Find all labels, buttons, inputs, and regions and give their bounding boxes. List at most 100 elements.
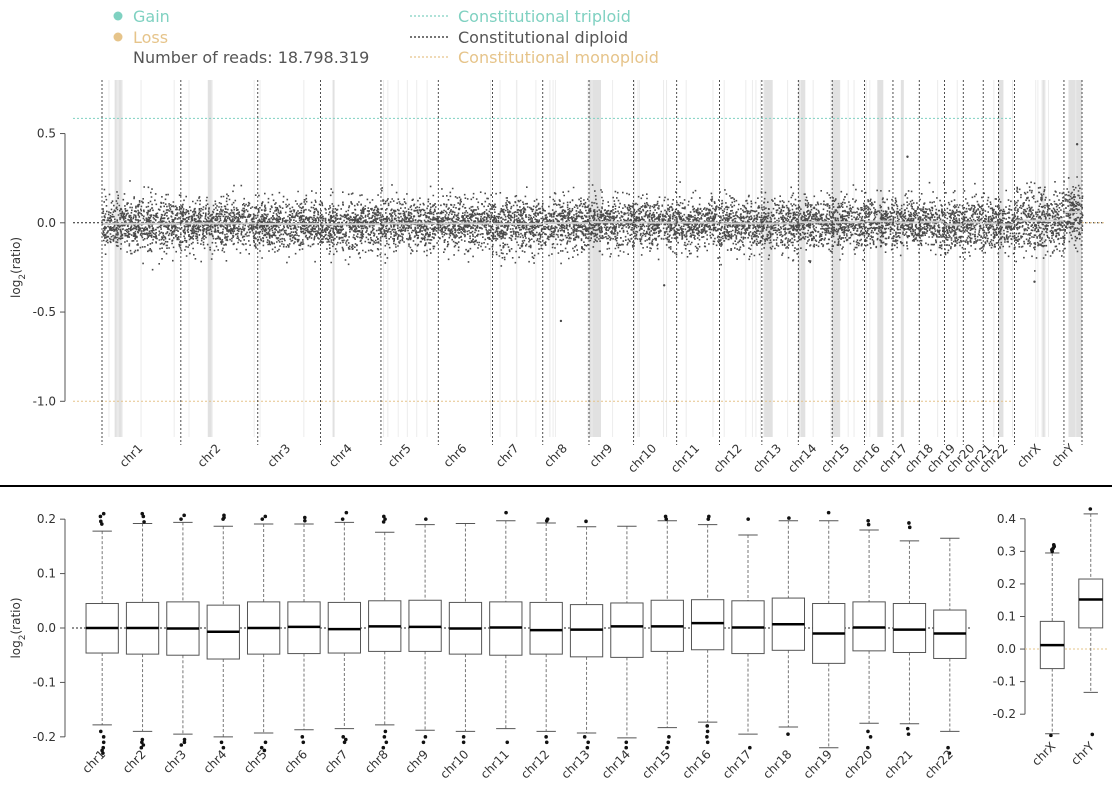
y-tick-label: 0.4 — [997, 512, 1016, 526]
outlier-point — [1049, 733, 1053, 738]
outlier-point — [263, 740, 268, 745]
outlier-point — [139, 745, 144, 750]
x-tick-label: chr7 — [493, 441, 522, 470]
scatter-points-chr1 — [102, 180, 183, 271]
x-tick-label: chrY — [1068, 739, 1097, 768]
scatter-points-chr4 — [320, 188, 383, 266]
outlier-point — [947, 751, 952, 755]
outlier-point — [584, 519, 588, 524]
outlier-point — [182, 737, 187, 742]
outlier-point — [586, 740, 590, 745]
x-tick-label: chr1 — [117, 441, 146, 470]
x-tick-label: chr13 — [558, 747, 592, 781]
scatter-points-chr2 — [180, 184, 260, 263]
outlier-point — [667, 735, 671, 739]
y-tick-label: 0.2 — [37, 512, 56, 526]
outlier-point — [140, 740, 144, 745]
scatter-points-chr14 — [798, 190, 834, 264]
outlier-point — [424, 517, 428, 521]
outlier-point — [946, 745, 950, 750]
x-tick-label: chr12 — [711, 441, 745, 475]
outlier-point — [340, 517, 345, 521]
scatter-points-chr7 — [492, 186, 545, 267]
outlier-point — [101, 740, 106, 745]
box-chr21 — [892, 603, 927, 653]
y-tick-label: 0.1 — [37, 567, 56, 581]
outlier-point — [461, 735, 466, 739]
x-tick-label: chr11 — [478, 747, 512, 781]
y-tick-label: 0.0 — [37, 621, 56, 635]
outlier-point — [100, 522, 104, 526]
outlier-point — [707, 514, 711, 519]
scatter-points-chr17 — [893, 190, 921, 257]
x-tick-label: chr18 — [760, 747, 794, 781]
y-axis-label-subscript: 2 — [18, 274, 28, 280]
outlier-point — [142, 520, 146, 524]
x-tick-label: chr6 — [281, 747, 310, 776]
outlier-point — [504, 510, 508, 515]
outlier-point — [300, 735, 305, 739]
outlier-point — [746, 517, 750, 521]
outlier-point — [705, 729, 710, 734]
scatter-points — [102, 176, 1084, 272]
x-tick-label: chr2 — [195, 441, 224, 470]
x-tick-label: chr3 — [160, 747, 189, 776]
outlier-point — [344, 510, 349, 515]
scatter-points-chrX — [1014, 180, 1066, 272]
outlier-point — [705, 740, 710, 745]
outlier-point — [381, 745, 386, 750]
box-chrY — [1078, 578, 1104, 629]
x-tick-label: chr11 — [668, 441, 702, 475]
gain-legend-label: Gain — [133, 7, 170, 26]
y-tick-label: -0.1 — [33, 675, 56, 689]
sex-chromosome-boxplot: 0.4 0.3 0.2 0.1 0.0 -0.1 -0.2 chrX chrY — [993, 507, 1108, 768]
outlier-point — [219, 740, 224, 745]
outlier-point — [221, 745, 226, 750]
x-tick-label: chr1 — [79, 747, 108, 776]
y-tick-label: 0.2 — [997, 577, 1016, 591]
x-tick-label: chr22 — [922, 747, 956, 781]
triploid-legend-label: Constitutional triploid — [458, 7, 631, 26]
outlier-point — [585, 745, 590, 750]
outlier-point — [906, 155, 909, 158]
outlier-point — [624, 745, 629, 750]
outlier-point — [1050, 549, 1054, 554]
y-axis-label: log2(ratio) — [9, 597, 28, 658]
reads-count-label: Number of reads: 18.798.319 — [133, 48, 369, 67]
autosome-boxplot: 0.2 0.1 0.0 -0.1 -0.2 log2(ratio) chr1 chr2 chr3… — [9, 510, 970, 781]
gap-band — [798, 80, 806, 437]
outlier-point — [423, 735, 428, 739]
loss-legend-marker — [113, 32, 123, 42]
outlier-point — [624, 740, 629, 745]
y-tick-label: 0.0 — [37, 216, 56, 230]
scatter-points-chrY — [1064, 176, 1084, 253]
x-tick-label: chr17 — [720, 747, 754, 781]
outlier-point — [907, 525, 912, 530]
x-tick-label: chr5 — [385, 441, 414, 470]
x-tick-label: chr4 — [201, 747, 230, 776]
y-tick-label: -0.1 — [993, 675, 1016, 689]
outlier-point — [748, 745, 752, 750]
scatter-points-chr3 — [257, 190, 322, 264]
scatter-points-chr11 — [676, 181, 721, 259]
outlier-point — [262, 748, 267, 753]
outlier-point — [705, 735, 709, 739]
x-tick-label: chr8 — [362, 747, 391, 776]
gap-band — [900, 80, 904, 437]
box-chr14 — [610, 602, 644, 658]
outlier-point — [263, 514, 268, 519]
outlier-point — [665, 745, 669, 750]
outlier-point — [179, 517, 183, 521]
outlier-point — [182, 513, 186, 518]
outlier-point — [1075, 143, 1079, 146]
outlier-point — [383, 729, 388, 734]
outlier-point — [101, 511, 106, 516]
outlier-point — [663, 514, 668, 519]
outlier-point — [907, 521, 911, 525]
loss-legend-label: Loss — [133, 28, 168, 47]
outlier-point — [559, 319, 563, 323]
scatter-points-chr8 — [542, 186, 591, 265]
gap-band — [207, 80, 212, 437]
outlier-point — [141, 514, 146, 519]
x-tick-label: chr15 — [818, 441, 852, 475]
